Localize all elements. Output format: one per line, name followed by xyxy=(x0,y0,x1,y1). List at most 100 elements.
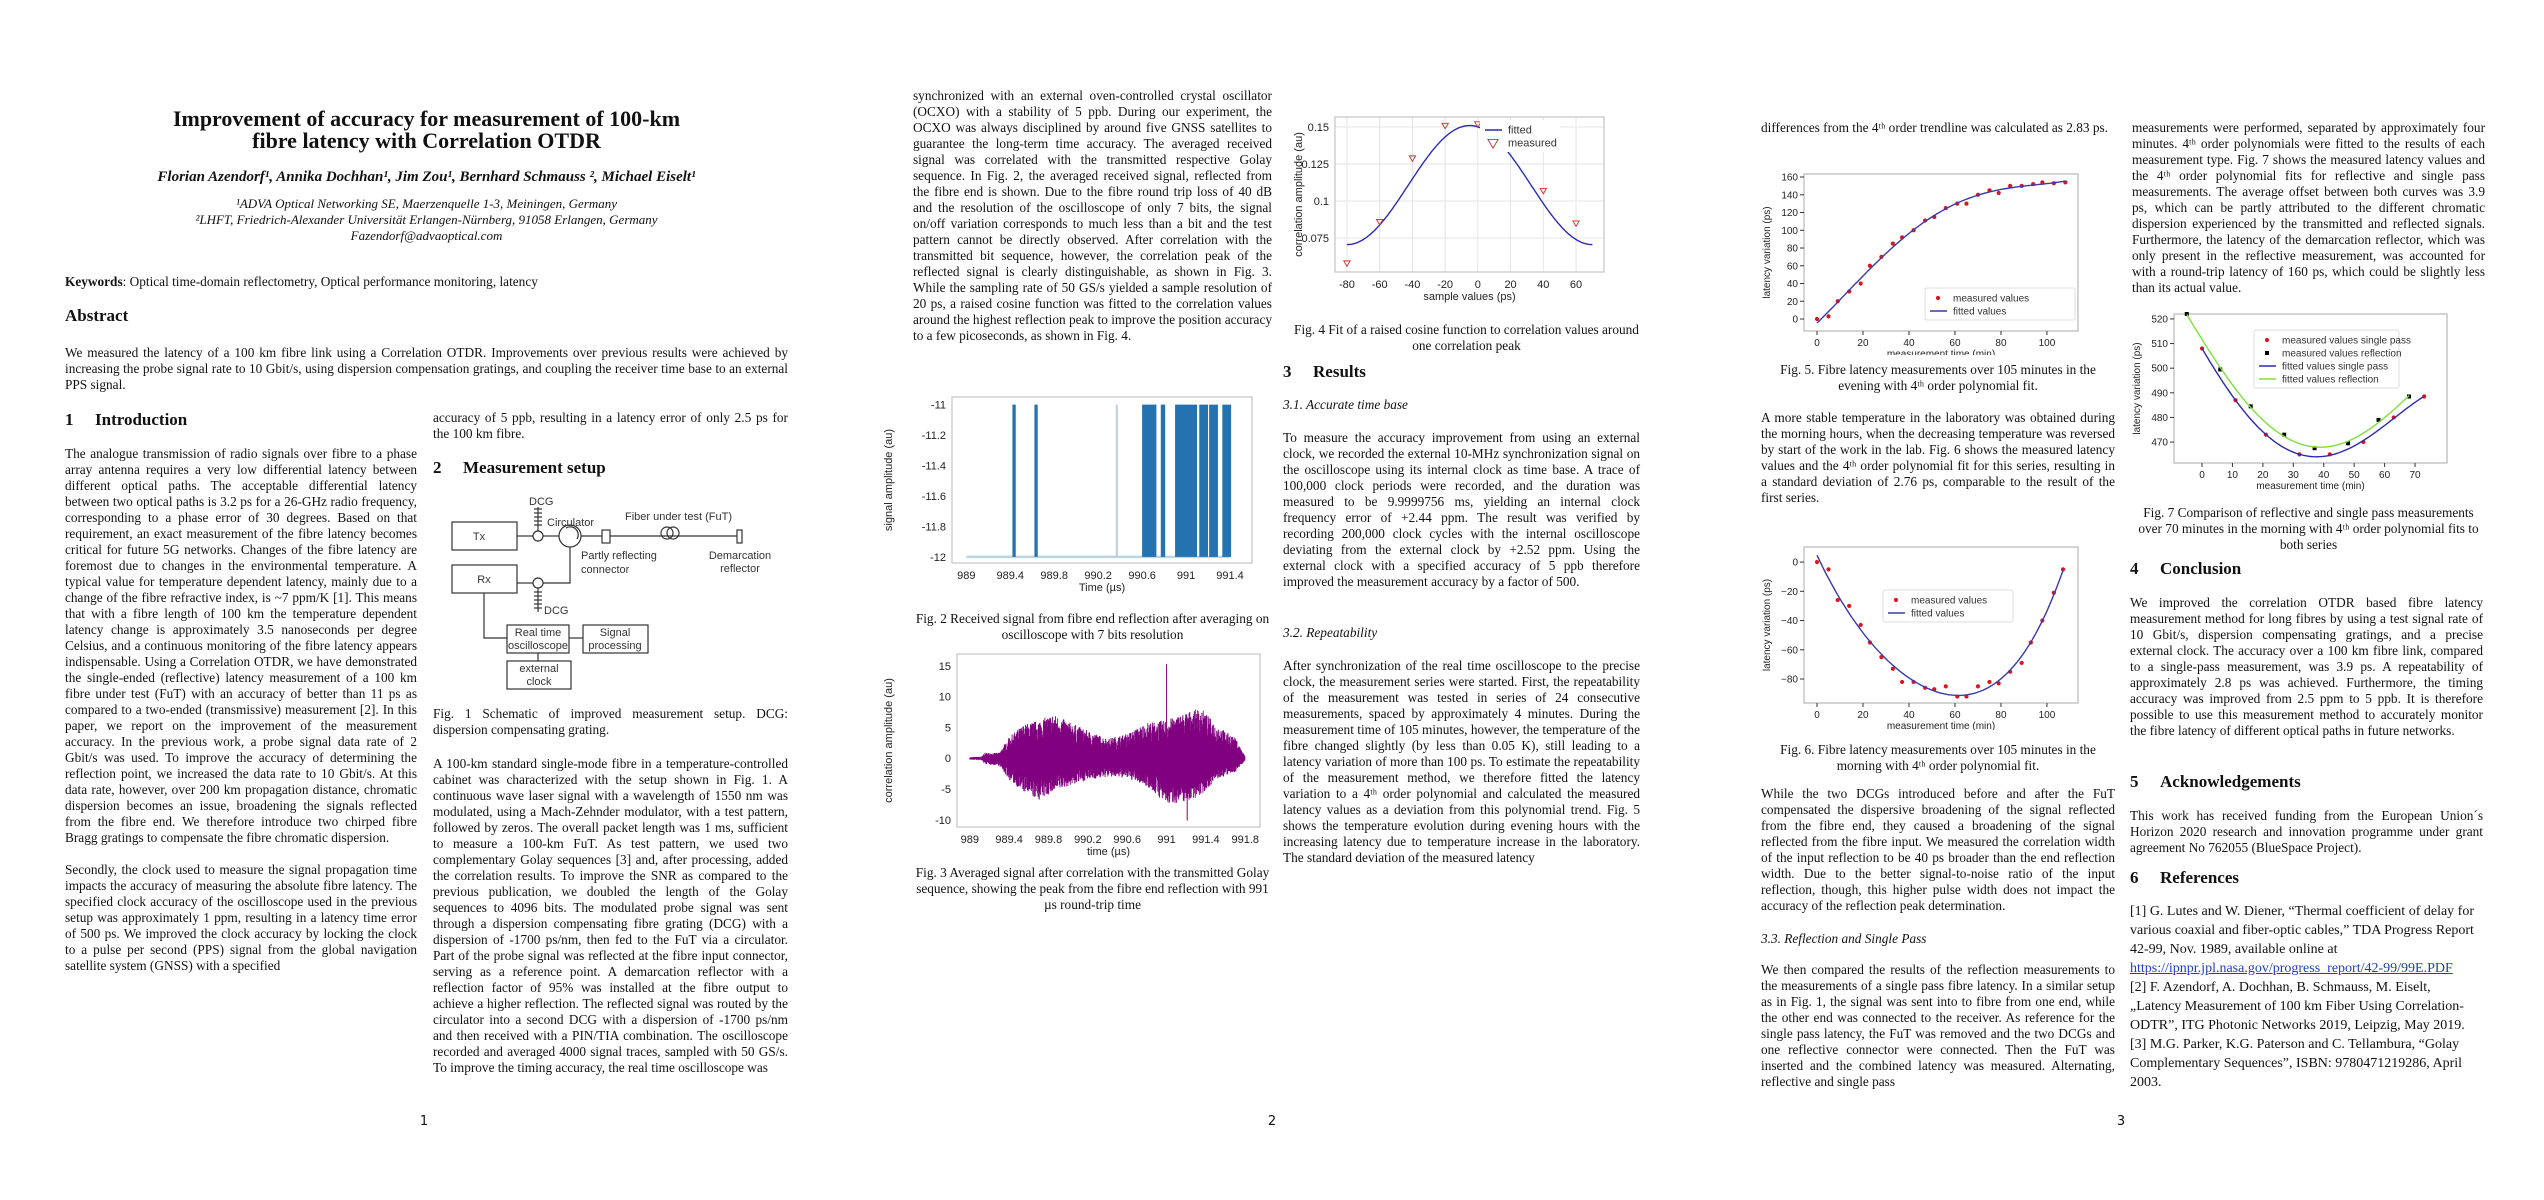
signal-bar xyxy=(1115,404,1118,557)
y-axis-label: correlation amplitude (au) xyxy=(1293,132,1305,257)
y-axis-label: latency variation (ps) xyxy=(1762,206,1773,298)
section-title: Results xyxy=(1313,362,1366,381)
y-axis-label: signal amplitude (au) xyxy=(883,429,895,531)
data-point xyxy=(1975,684,1981,689)
legend-box xyxy=(1924,287,2076,321)
authors: Florian Azendorf¹, Annika Dochhan¹, Jim … xyxy=(157,169,696,185)
signal-bar xyxy=(1175,404,1198,557)
repeatability-body: After synchronization of the real time o… xyxy=(1283,658,1640,865)
figure-5-evening-latency-chart: 0 20 40 60 80 100 0 20 40 60 80 100 120 140 160 measure… xyxy=(1762,173,2079,355)
x-tick-label: 990.6 xyxy=(1113,834,1141,846)
data-point xyxy=(1858,281,1863,286)
fitted-curve xyxy=(1816,180,2066,324)
grating-ticks xyxy=(534,508,542,526)
section-title: Measurement setup xyxy=(463,458,606,477)
page-1: Improvement of accuracy for measurement … xyxy=(0,0,848,1200)
label-demarcation: reflector xyxy=(720,563,760,575)
section-heading-results: 3 Results xyxy=(1283,362,1366,382)
plot-frame xyxy=(1803,173,2079,332)
x-tick-label: 80 xyxy=(1995,338,2007,349)
label-fiber-under-test: Fiber under test (FuT) xyxy=(625,511,732,523)
legend-label: fitted values single pass xyxy=(2282,362,2388,373)
x-tick-label: 991.4 xyxy=(1192,834,1220,846)
data-point xyxy=(2008,183,2013,188)
x-tick-label: 50 xyxy=(2349,470,2361,481)
data-point xyxy=(1835,597,1840,603)
x-tick-label: 0 xyxy=(1475,279,1481,291)
x-tick-label: -40 xyxy=(1404,279,1420,291)
label-dcg-top: DCG xyxy=(529,496,553,508)
y-tick-label: 510 xyxy=(2151,339,2168,350)
signal-bar xyxy=(1034,404,1038,557)
fitted-curve xyxy=(1346,124,1593,246)
legend-label: fitted values xyxy=(1953,307,2006,318)
data-point xyxy=(1996,190,2001,196)
section-number: 5 xyxy=(2130,772,2139,791)
data-point xyxy=(2265,351,2269,355)
y-tick-label: 20 xyxy=(1787,297,1799,308)
signal-bar xyxy=(1012,404,1016,557)
label-rx: Rx xyxy=(477,574,491,586)
fitted-curve xyxy=(1816,554,2064,697)
figure-3-caption: Fig. 3 Averaged signal after correlation… xyxy=(915,865,1270,912)
affiliation-2: ²LHFT, Friedrich-Alexander Universität E… xyxy=(195,212,658,227)
x-tick-label: 0 xyxy=(1814,338,1820,349)
x-tick-label: 40 xyxy=(2318,470,2330,481)
data-point xyxy=(2346,441,2351,446)
data-point xyxy=(1964,201,1969,206)
data-point xyxy=(1375,219,1384,226)
y-tick-label: 0.15 xyxy=(1308,122,1329,134)
keywords: Keywords: Optical time-domain reflectome… xyxy=(65,274,788,290)
section-title: References xyxy=(2160,868,2239,887)
y-tick-label: -11.2 xyxy=(922,430,946,442)
y-tick-label: 40 xyxy=(1787,279,1799,290)
correlation-trace xyxy=(969,709,1246,803)
subsection-heading-accurate-time-base: 3.1. Accurate time base xyxy=(1283,397,1408,412)
abstract-heading: Abstract xyxy=(65,306,129,325)
x-tick-label: 0 xyxy=(2199,470,2205,481)
reference-1: [1] G. Lutes and W. Diener, “Thermal coe… xyxy=(2130,902,2475,978)
x-tick-label: -60 xyxy=(1372,279,1388,291)
data-point xyxy=(1890,666,1895,671)
paragraph: Secondly, the clock used to measure the … xyxy=(65,862,417,973)
y-tick-label: -11.6 xyxy=(922,491,946,503)
signal-bar xyxy=(1142,404,1157,557)
y-tick-label: −20 xyxy=(1781,587,1798,598)
x-tick-label: 0 xyxy=(1814,710,1820,721)
label-connector: connector xyxy=(581,564,630,576)
connector-icon xyxy=(601,529,611,544)
data-point xyxy=(1814,316,1820,322)
y-tick-label: 120 xyxy=(1781,208,1798,219)
figure-1-caption: Fig. 1 Schematic of improved measurement… xyxy=(433,706,788,737)
x-tick-label: 20 xyxy=(1857,710,1869,721)
legend-label: fitted values xyxy=(1911,609,1964,620)
y-tick-label: -11.8 xyxy=(922,521,946,533)
x-axis-label: Time (µs) xyxy=(1079,582,1125,594)
y-tick-label: -11.4 xyxy=(922,460,946,472)
fitted-curve xyxy=(2201,348,2425,458)
plot-frame xyxy=(1334,116,1605,273)
reference-2: [2] F. Azendorf, A. Dochhan, B. Schmauss… xyxy=(2130,980,2465,1033)
data-point xyxy=(1935,295,1941,301)
contact-email: Fazendorf@advaoptical.com xyxy=(350,228,503,243)
legend-label: measured values single pass xyxy=(2282,336,2411,347)
data-point xyxy=(1890,241,1895,246)
title-line-2: fibre latency with Correlation OTDR xyxy=(252,128,601,153)
legend-box xyxy=(1480,120,1560,152)
section-title: Acknowledgements xyxy=(2160,772,2301,791)
x-tick-label: 989 xyxy=(961,834,979,846)
data-point xyxy=(1441,122,1450,130)
reference-text: [1] G. Lutes and W. Diener, “Thermal coe… xyxy=(2130,904,2474,957)
data-point xyxy=(2184,312,2189,316)
x-tick-label: 60 xyxy=(2379,470,2391,481)
page-number: 3 xyxy=(2116,1114,2126,1129)
external-clock-box xyxy=(506,660,572,690)
reference-1-link[interactable]: https://ipnpr.jpl.nasa.gov/progress_repo… xyxy=(2130,961,2453,976)
section-heading-introduction: 1 Introduction xyxy=(65,410,187,430)
affiliations: ¹ADVA Optical Networking SE, Maerzenquel… xyxy=(65,196,788,244)
y-tick-label: 0 xyxy=(1792,558,1798,569)
legend-label: measured values reflection xyxy=(2282,349,2402,360)
introduction-continued: accuracy of 5 ppb, resulting in a latenc… xyxy=(433,410,788,441)
figure-7-caption: Fig. 7 Comparison of reflective and sing… xyxy=(2138,505,2479,552)
x-tick-label: 60 xyxy=(1949,338,1961,349)
